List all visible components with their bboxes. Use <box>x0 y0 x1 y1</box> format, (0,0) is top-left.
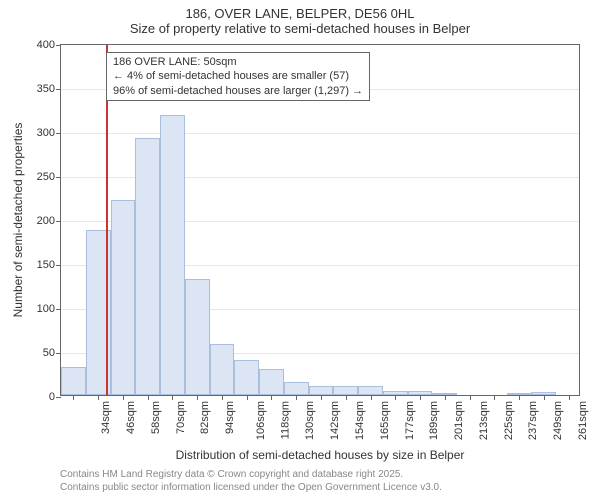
y-tick-label: 300 <box>37 127 61 139</box>
footer-note: Contains HM Land Registry data © Crown c… <box>60 468 442 494</box>
chart-title-line1: 186, OVER LANE, BELPER, DE56 0HL <box>0 6 600 21</box>
histogram-bar <box>234 360 259 395</box>
y-tick-label: 400 <box>37 39 61 51</box>
x-tick-label: 213sqm <box>478 401 490 440</box>
annotation-line2: ← 4% of semi-detached houses are smaller… <box>113 69 363 83</box>
x-tick-mark <box>494 395 495 400</box>
x-tick-mark <box>420 395 421 400</box>
x-tick-label: 46sqm <box>125 401 137 434</box>
histogram-bar <box>284 382 309 395</box>
x-tick-label: 261sqm <box>577 401 589 440</box>
x-tick-label: 34sqm <box>100 401 112 434</box>
x-tick-mark <box>73 395 74 400</box>
x-tick-label: 118sqm <box>279 401 291 439</box>
histogram-bar <box>61 367 86 395</box>
x-tick-mark <box>395 395 396 400</box>
x-tick-label: 177sqm <box>404 401 416 440</box>
x-tick-label: 237sqm <box>527 401 539 440</box>
x-tick-mark <box>346 395 347 400</box>
y-axis-label: Number of semi-detached properties <box>11 123 25 318</box>
histogram-bar <box>259 369 284 395</box>
grid-line <box>61 133 579 134</box>
x-tick-mark <box>247 395 248 400</box>
x-tick-mark <box>148 395 149 400</box>
y-tick-label: 200 <box>37 215 61 227</box>
x-tick-mark <box>222 395 223 400</box>
x-tick-label: 189sqm <box>428 401 440 440</box>
x-tick-mark <box>470 395 471 400</box>
annotation-line1: 186 OVER LANE: 50sqm <box>113 55 363 69</box>
x-tick-mark <box>569 395 570 400</box>
chart-title-block: 186, OVER LANE, BELPER, DE56 0HL Size of… <box>0 6 600 36</box>
x-tick-label: 130sqm <box>305 401 317 440</box>
x-tick-mark <box>98 395 99 400</box>
chart-container: 186, OVER LANE, BELPER, DE56 0HL Size of… <box>0 0 600 500</box>
y-tick-label: 150 <box>37 259 61 271</box>
x-tick-label: 82sqm <box>199 401 211 434</box>
x-tick-label: 154sqm <box>354 401 366 440</box>
histogram-bar <box>358 386 383 395</box>
histogram-bar <box>135 138 160 395</box>
y-tick-label: 0 <box>49 391 61 403</box>
y-tick-label: 250 <box>37 171 61 183</box>
x-tick-mark <box>197 395 198 400</box>
x-tick-label: 106sqm <box>255 401 267 440</box>
y-tick-label: 100 <box>37 303 61 315</box>
chart-title-line2: Size of property relative to semi-detach… <box>0 21 600 36</box>
x-tick-label: 165sqm <box>379 401 391 440</box>
x-tick-mark <box>271 395 272 400</box>
histogram-bar <box>111 200 136 395</box>
x-tick-label: 58sqm <box>150 401 162 434</box>
histogram-bar <box>185 279 210 395</box>
y-tick-label: 350 <box>37 83 61 95</box>
footer-line2: Contains public sector information licen… <box>60 481 442 494</box>
histogram-bar <box>333 386 358 395</box>
histogram-bar <box>160 115 185 395</box>
x-tick-mark <box>445 395 446 400</box>
x-tick-label: 94sqm <box>224 401 236 434</box>
histogram-bar <box>309 386 334 395</box>
x-tick-label: 225sqm <box>503 401 515 440</box>
histogram-bar <box>210 344 235 395</box>
x-axis-label: Distribution of semi-detached houses by … <box>176 448 465 462</box>
annotation-line3: 96% of semi-detached houses are larger (… <box>113 84 363 98</box>
x-tick-mark <box>123 395 124 400</box>
x-tick-mark <box>296 395 297 400</box>
x-tick-mark <box>321 395 322 400</box>
x-tick-label: 249sqm <box>552 401 564 440</box>
plot-area: 05010015020025030035040034sqm46sqm58sqm7… <box>60 44 580 396</box>
x-tick-mark <box>371 395 372 400</box>
x-tick-label: 201sqm <box>453 401 465 440</box>
x-tick-label: 142sqm <box>329 401 341 440</box>
x-tick-mark <box>519 395 520 400</box>
annotation-box: 186 OVER LANE: 50sqm← 4% of semi-detache… <box>106 52 370 101</box>
y-tick-label: 50 <box>43 347 61 359</box>
x-tick-mark <box>544 395 545 400</box>
x-tick-label: 70sqm <box>175 401 187 434</box>
x-tick-mark <box>172 395 173 400</box>
footer-line1: Contains HM Land Registry data © Crown c… <box>60 468 442 481</box>
